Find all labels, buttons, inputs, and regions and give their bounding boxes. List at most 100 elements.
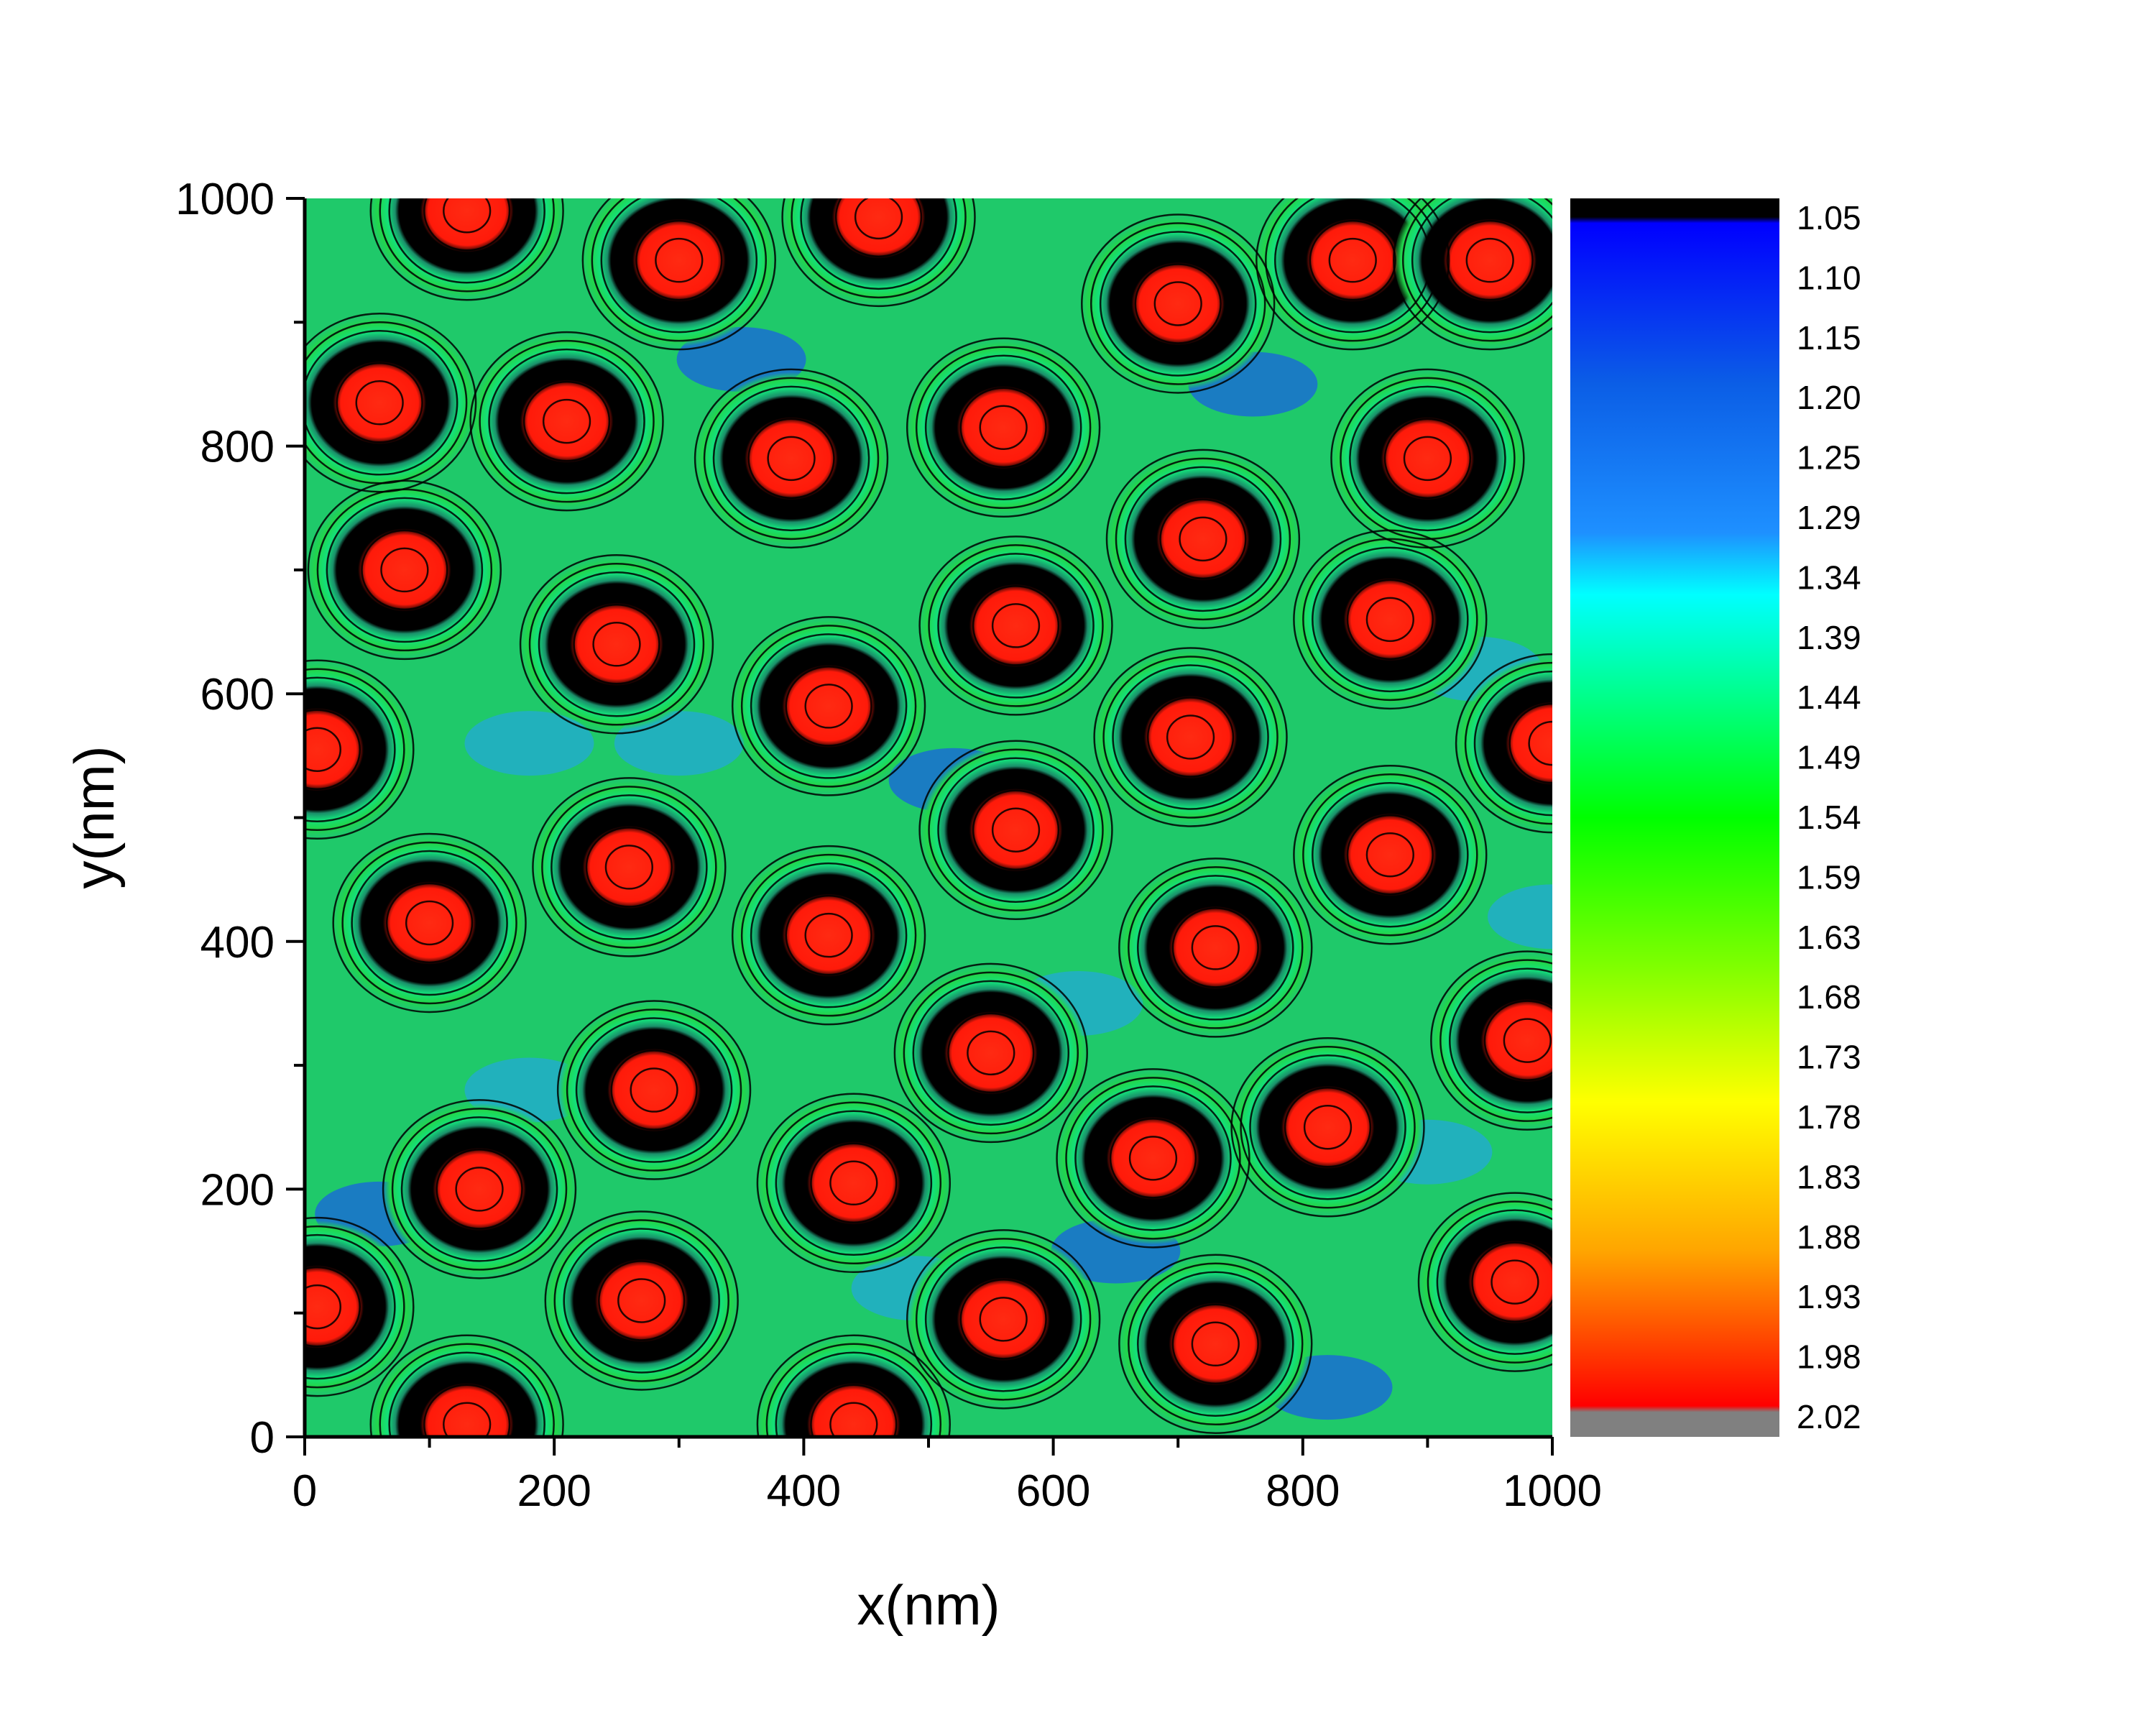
basin-region	[614, 711, 744, 776]
field-peak	[544, 1214, 739, 1387]
colorbar-label: 1.54	[1797, 799, 1861, 836]
field-peak	[918, 743, 1113, 916]
x-tick-label: 200	[517, 1466, 591, 1516]
colorbar	[1570, 198, 1779, 1437]
field-peak	[732, 849, 926, 1022]
peak-contours	[532, 777, 727, 957]
peak-contours	[369, 198, 564, 301]
x-tick-label: 0	[292, 1466, 317, 1516]
peak-contours	[906, 337, 1101, 518]
peak-contours	[781, 198, 976, 308]
peak-contours	[1293, 529, 1488, 710]
field-peak	[369, 198, 564, 298]
x-tick-label: 600	[1016, 1466, 1090, 1516]
colorbar-label: 1.29	[1797, 499, 1861, 536]
peak-contours	[581, 198, 776, 351]
field-peak	[906, 1233, 1101, 1406]
field-peak	[1093, 651, 1288, 824]
colorbar-label: 1.98	[1797, 1338, 1861, 1376]
field-peak	[1230, 1041, 1425, 1214]
field-peak	[694, 372, 889, 545]
field-peak	[307, 483, 502, 656]
peak-contours	[1081, 213, 1276, 394]
colorbar-label: 1.59	[1797, 858, 1861, 896]
peak-contours	[307, 479, 502, 661]
peak-contours	[893, 962, 1088, 1144]
peak-contours	[1056, 1068, 1250, 1249]
colorbar-label: 1.93	[1797, 1278, 1861, 1315]
peak-contours	[731, 616, 926, 796]
field-peak	[369, 1338, 564, 1437]
colorbar-label: 1.73	[1797, 1039, 1861, 1076]
colorbar-label: 2.02	[1797, 1398, 1861, 1435]
peak-contours	[1105, 449, 1301, 630]
field-peak	[305, 316, 477, 489]
peak-contours	[756, 1093, 952, 1274]
field-peak	[1118, 1257, 1313, 1430]
y-tick-label: 200	[201, 1165, 275, 1215]
peak-contours	[1417, 1192, 1552, 1372]
field-peak	[1417, 1195, 1552, 1369]
colorbar-label: 1.88	[1797, 1218, 1861, 1256]
y-tick-label: 600	[201, 670, 275, 720]
peak-contours	[369, 1334, 564, 1437]
colorbar-label: 1.49	[1797, 739, 1861, 776]
field-peak	[520, 558, 714, 731]
x-axis-ticks: 0 200 400 600 800 1000	[292, 1437, 1602, 1516]
peak-contours	[556, 1000, 752, 1180]
colorbar-label: 1.39	[1797, 619, 1861, 656]
field-peak	[581, 198, 776, 347]
field-peak	[1118, 861, 1313, 1034]
y-tick-label: 400	[201, 918, 275, 967]
y-axis-ticks: 0 200 400 600 800 1000	[175, 175, 305, 1463]
colorbar-label: 1.25	[1797, 439, 1861, 477]
field-peak	[906, 341, 1101, 514]
peak-contours	[731, 845, 926, 1026]
peak-contours	[519, 554, 714, 735]
field-peak	[918, 539, 1113, 712]
field-peak	[893, 966, 1088, 1139]
field-peak	[781, 198, 976, 303]
peak-contours	[305, 1216, 415, 1397]
peak-contours	[544, 1210, 739, 1391]
x-tick-label: 400	[767, 1466, 841, 1516]
field-peak	[1293, 533, 1488, 706]
peak-contours	[756, 1334, 951, 1437]
colorbar-label: 1.15	[1797, 319, 1861, 357]
field-peak	[1393, 198, 1552, 347]
peak-contours	[469, 331, 664, 512]
colorbar-label: 1.63	[1797, 919, 1861, 956]
colorbar-label: 1.05	[1797, 199, 1861, 236]
peak-contours	[382, 1099, 577, 1279]
field-peak	[756, 1096, 951, 1269]
peak-contours	[1393, 198, 1552, 351]
field-peak	[305, 1221, 415, 1394]
y-tick-label: 0	[250, 1413, 275, 1463]
y-tick-label: 800	[201, 423, 275, 472]
peak-contours	[332, 832, 527, 1013]
field-peak	[1430, 954, 1552, 1127]
field-peak	[732, 620, 926, 793]
field-peak	[1105, 452, 1300, 625]
peak-contours	[918, 740, 1113, 920]
basin-region	[1488, 884, 1552, 950]
colorbar-label: 1.34	[1797, 558, 1861, 596]
field-peak	[1081, 217, 1276, 390]
contour-lines	[305, 198, 1552, 1437]
field-peak	[1293, 768, 1488, 942]
field-peak	[1056, 1072, 1250, 1245]
field-peak	[332, 836, 527, 1009]
peak-contours	[1430, 950, 1552, 1131]
peak-contours	[1118, 1254, 1313, 1435]
field-peak	[1330, 372, 1525, 545]
peak-contours	[1230, 1037, 1425, 1218]
peak-contours	[1093, 647, 1288, 827]
field-peak	[557, 1003, 752, 1177]
x-tick-label: 1000	[1503, 1466, 1602, 1516]
colorbar-label: 1.68	[1797, 978, 1861, 1016]
colorbar-label: 1.10	[1797, 259, 1861, 296]
x-tick-label: 800	[1266, 1466, 1340, 1516]
colorbar-label: 1.78	[1797, 1098, 1861, 1136]
y-axis-title: y(nm)	[63, 745, 126, 888]
